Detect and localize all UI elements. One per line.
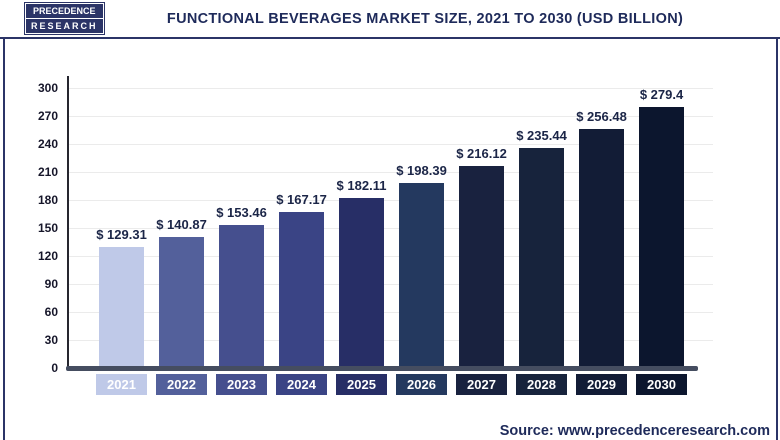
x-axis-label-2026: 2026 [396,374,447,395]
gridline-60 [68,312,713,313]
bar-2025 [339,198,384,368]
y-tick-label: 180 [37,193,58,207]
y-tick-label: 60 [44,305,58,319]
y-tick-label: 240 [37,137,58,151]
y-tick-label: 150 [37,221,58,235]
bar-value-label: $ 167.17 [276,191,327,207]
precedence-research-logo: PRECEDENCE RESEARCH [24,2,105,35]
bar-2030 [639,107,684,368]
gridline-270 [68,116,713,117]
logo-line-2: RESEARCH [26,19,103,33]
bar-value-label: $ 140.87 [156,216,207,232]
bar-2024 [279,211,324,368]
gridline-150 [68,228,713,229]
x-axis-label-2027: 2027 [456,374,507,395]
bar-2023 [219,224,264,368]
gridline-240 [68,144,713,145]
x-axis-label-2029: 2029 [576,374,627,395]
y-tick-label: 30 [44,333,58,347]
source-credit: Source: www.precedenceresearch.com [499,423,770,439]
x-axis-label-2022: 2022 [156,374,207,395]
x-axis-label-2030: 2030 [636,374,687,395]
chart-title: FUNCTIONAL BEVERAGES MARKET SIZE, 2021 T… [166,11,684,27]
x-axis-label-2023: 2023 [216,374,267,395]
x-axis-label-2025: 2025 [336,374,387,395]
bar-value-label: $ 256.48 [576,108,627,124]
y-tick-label: 270 [37,109,58,123]
gridline-300 [68,88,713,89]
x-axis-label-2024: 2024 [276,374,327,395]
gridline-180 [68,200,713,201]
gridline-30 [68,340,713,341]
y-tick-label: 90 [44,277,58,291]
bar-2027 [459,166,504,368]
header-divider [0,37,780,39]
chart-frame [3,39,778,440]
bar-value-label: $ 198.39 [396,162,447,178]
y-tick-label: 300 [37,81,58,95]
y-tick-label: 210 [37,165,58,179]
y-tick-label: 0 [51,361,58,375]
x-axis-label-2028: 2028 [516,374,567,395]
bar-value-label: $ 129.31 [96,227,147,243]
bar-2021 [99,247,144,368]
bar-2028 [519,148,564,368]
gridline-90 [68,284,713,285]
x-axis-label-2021: 2021 [96,374,147,395]
bar-value-label: $ 153.46 [216,204,267,220]
gridline-210 [68,172,713,173]
logo-line-1: PRECEDENCE [26,4,103,18]
bar-2022 [159,236,204,368]
bar-value-label: $ 279.4 [639,87,684,103]
bar-value-label: $ 216.12 [456,146,507,162]
y-tick-label: 120 [37,249,58,263]
y-axis-line [67,76,69,368]
bar-value-label: $ 235.44 [516,128,567,144]
gridline-120 [68,256,713,257]
bar-value-label: $ 182.11 [336,178,387,194]
bar-2026 [399,182,444,368]
bar-2029 [579,128,624,368]
x-axis-line [66,366,698,371]
